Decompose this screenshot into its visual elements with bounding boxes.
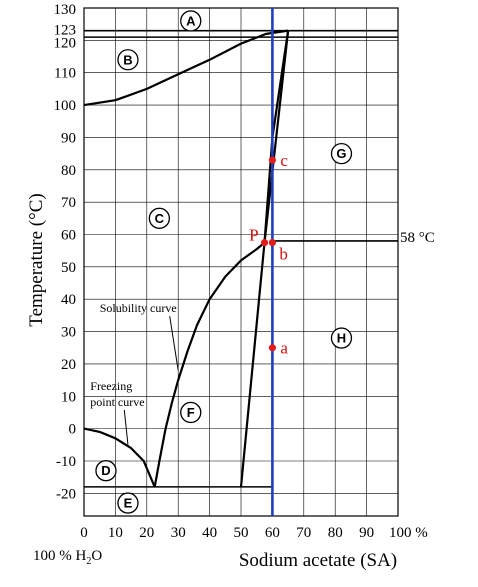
y-tick-label-9: 50 <box>61 260 76 276</box>
freezing-label: Freezing <box>90 379 132 393</box>
x-tick-label-0: 0 <box>80 525 88 541</box>
y-axis-title: Temperature (°C) <box>26 193 47 326</box>
points: c Pb a <box>249 151 288 358</box>
x-tick-label-6: 60 <box>265 525 280 541</box>
region-circle-F <box>180 401 202 424</box>
y-tick-label-6: 80 <box>61 163 76 179</box>
region-label-H: H <box>337 331 346 346</box>
region-circle-G <box>330 142 353 165</box>
x-tick-label-2: 20 <box>139 525 154 541</box>
x-axis-left-label: 100 % H2O <box>33 548 102 567</box>
y-tick-label-4: 100 <box>54 98 77 114</box>
point-label-c: c <box>280 151 288 170</box>
y-tick-label-3: 110 <box>54 66 76 82</box>
region-label-F: F <box>187 405 195 420</box>
y-tick-label-2: 120 <box>54 35 77 51</box>
x-tick-label-7: 70 <box>296 525 311 541</box>
y-tick-label-11: 30 <box>61 325 76 341</box>
freezing-label-2: point curve <box>90 395 144 409</box>
region-labels: A B C D E F G H <box>95 10 353 514</box>
y-tick-label-1: 123 <box>54 23 77 39</box>
y-tick-label-0: 130 <box>54 2 77 18</box>
y-tick-label-10: 40 <box>61 292 76 308</box>
x-left-part1: 100 % H <box>33 548 86 564</box>
point-c <box>268 156 276 164</box>
y-tick-label-8: 60 <box>61 227 76 243</box>
ticks: 0 10 20 30 40 50 60 70 80 90 100 %1301231201101009… <box>54 2 428 541</box>
x-tick-label-3: 30 <box>171 525 186 541</box>
point-a <box>268 344 276 352</box>
region-circle-B <box>117 49 139 71</box>
x-tick-label-4: 40 <box>202 525 217 541</box>
solubility-curve <box>153 241 266 488</box>
region-label-A: A <box>186 13 196 28</box>
x-left-sub: 2 <box>86 556 91 567</box>
freezing-point-curve <box>83 427 156 488</box>
point-label-b: b <box>279 245 288 264</box>
x-left-part2: O <box>91 548 102 564</box>
region-circle-H <box>330 327 353 349</box>
x-tick-label-10: 100 % <box>389 525 428 541</box>
region-label-D: D <box>101 463 110 478</box>
point-label-p: P <box>249 226 258 245</box>
solubility-label: Solubility curve <box>100 301 177 315</box>
x-tick-label-9: 90 <box>359 525 374 541</box>
point-label-a: a <box>280 339 288 358</box>
boiling-curve <box>83 29 289 107</box>
y-tick-label-12: 20 <box>61 357 76 373</box>
grid <box>83 7 399 517</box>
x-tick-label-8: 80 <box>328 525 343 541</box>
y-tick-label-15: -10 <box>56 454 76 470</box>
y-tick-label-16: -20 <box>56 486 76 502</box>
y-tick-label-5: 90 <box>61 130 76 146</box>
annotations: Solubility curve Freezing point curve <box>90 301 179 445</box>
solubility-label-arrow <box>169 316 179 371</box>
x-tick-label-5: 50 <box>234 525 249 541</box>
region-circle-D <box>95 460 117 482</box>
region-circle-E <box>117 492 139 514</box>
region-circle-C <box>148 207 171 229</box>
y-tick-label-13: 10 <box>61 389 76 405</box>
region-circle-A <box>180 10 202 32</box>
freezing-label-2-arrow <box>123 409 129 445</box>
x-axis-title: Sodium acetate (SA) <box>239 550 397 571</box>
region-label-B: B <box>123 52 132 67</box>
region-label-E: E <box>124 496 133 511</box>
side-label-58: 58 °C <box>400 230 435 246</box>
region-label-C: C <box>155 211 165 226</box>
y-tick-label-14: 0 <box>69 422 77 438</box>
x-tick-label-1: 10 <box>108 525 123 541</box>
point-b <box>268 238 276 247</box>
point-p <box>260 238 269 247</box>
y-tick-label-7: 70 <box>61 195 76 211</box>
region-label-G: G <box>336 146 346 161</box>
